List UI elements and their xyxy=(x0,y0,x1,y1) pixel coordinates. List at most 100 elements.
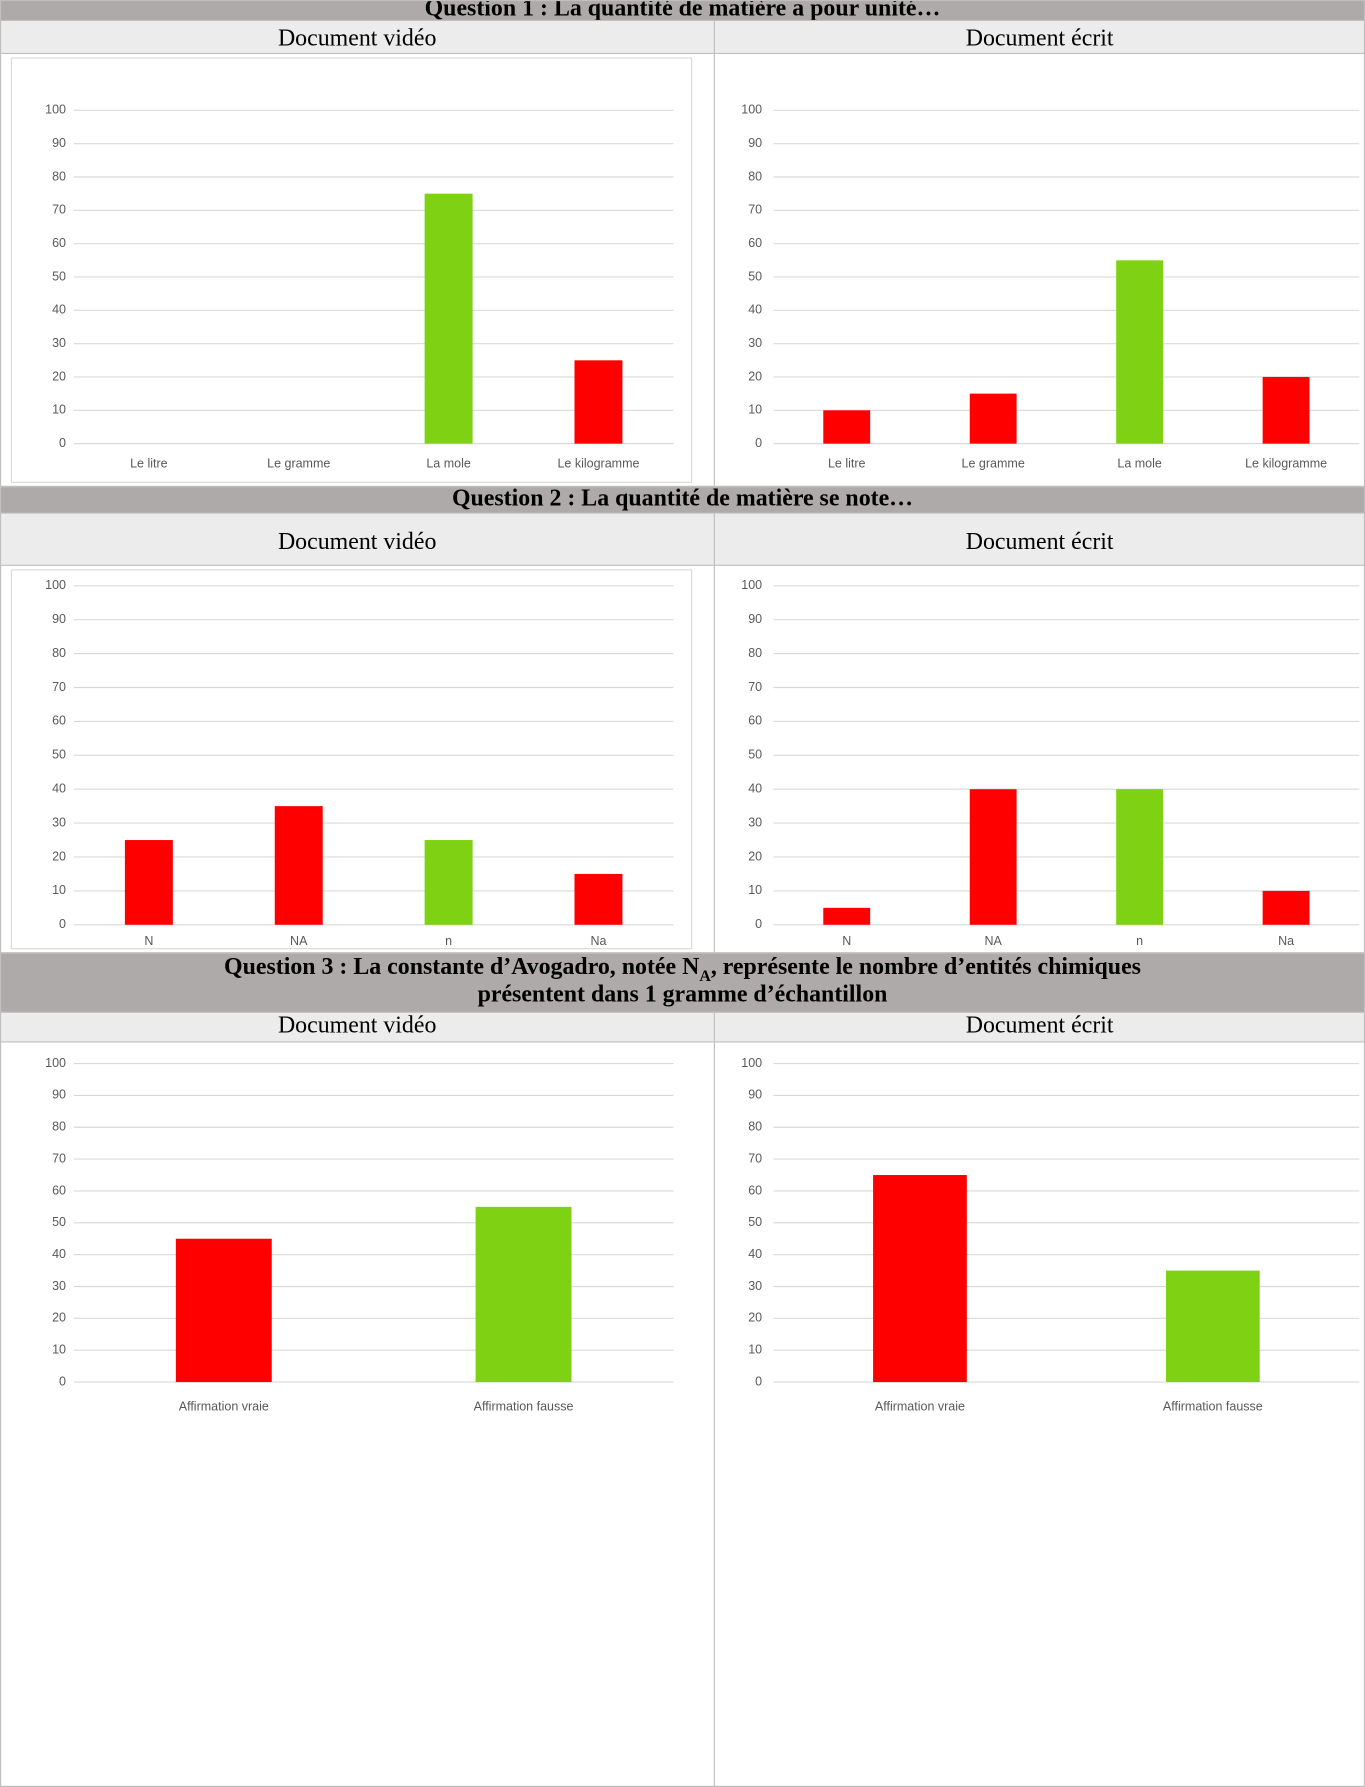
bar xyxy=(1165,1270,1260,1383)
bar xyxy=(574,360,623,444)
y-tick-label: 40 xyxy=(748,303,762,317)
y-tick-label: 10 xyxy=(748,1343,762,1357)
y-tick-label: 30 xyxy=(52,336,66,350)
x-tick-label: Affirmation fausse xyxy=(1163,1399,1263,1413)
y-tick-label: 70 xyxy=(748,203,762,217)
title-run: Question 1 : La quantité de matière a po… xyxy=(425,0,941,22)
y-tick-label: 100 xyxy=(741,103,762,117)
x-tick-label: La mole xyxy=(426,456,471,470)
bar xyxy=(873,1175,967,1383)
y-tick-label: 10 xyxy=(52,883,66,897)
chart-frame xyxy=(10,57,693,483)
title-run: , représente le nombre d’entités chimiqu… xyxy=(711,955,1141,981)
y-tick-label: 100 xyxy=(45,103,66,117)
y-tick-label: 20 xyxy=(52,369,66,383)
y-tick-label: 100 xyxy=(45,1056,66,1070)
y-tick-label: 70 xyxy=(52,1151,66,1165)
y-tick-label: 70 xyxy=(748,680,762,694)
x-tick-label: Le litre xyxy=(130,456,168,470)
section-title: Question 1 : La quantité de matière a po… xyxy=(425,0,941,22)
y-tick-label: 40 xyxy=(52,781,66,795)
column-header: Document vidéo xyxy=(278,25,437,51)
x-tick-label: n xyxy=(1136,934,1143,948)
bar xyxy=(574,873,623,925)
x-tick-label: Na xyxy=(590,934,606,948)
y-tick-label: 40 xyxy=(52,1247,66,1261)
y-tick-label: 10 xyxy=(52,1343,66,1357)
y-tick-label: 40 xyxy=(748,781,762,795)
bar xyxy=(124,840,173,925)
y-tick-label: 60 xyxy=(748,714,762,728)
column-header: Document écrit xyxy=(966,25,1114,51)
bar xyxy=(175,1238,272,1383)
y-tick-label: 50 xyxy=(52,269,66,283)
bar xyxy=(274,806,323,925)
y-tick-label: 80 xyxy=(52,169,66,183)
y-tick-label: 50 xyxy=(748,748,762,762)
y-tick-label: 0 xyxy=(59,1374,66,1388)
bar xyxy=(475,1206,572,1383)
y-tick-label: 60 xyxy=(748,236,762,250)
x-tick-label: Le gramme xyxy=(267,456,330,470)
y-tick-label: 100 xyxy=(741,1056,762,1070)
y-tick-label: 20 xyxy=(52,1311,66,1325)
y-tick-label: 80 xyxy=(748,646,762,660)
y-tick-label: 30 xyxy=(748,336,762,350)
column-header: Document vidéo xyxy=(278,1013,437,1039)
y-tick-label: 0 xyxy=(755,917,762,931)
chart-frame xyxy=(10,569,693,950)
y-tick-label: 20 xyxy=(748,1311,762,1325)
x-tick-label: n xyxy=(445,934,452,948)
bar xyxy=(969,789,1017,925)
y-tick-label: 100 xyxy=(45,578,66,592)
bar xyxy=(969,393,1017,444)
y-tick-label: 20 xyxy=(52,849,66,863)
y-tick-label: 30 xyxy=(748,815,762,829)
section-title: Question 3 : La constante d’Avogadro, no… xyxy=(224,955,1141,986)
y-tick-label: 90 xyxy=(748,1088,762,1102)
x-tick-label: NA xyxy=(984,934,1002,948)
y-tick-label: 90 xyxy=(748,136,762,150)
y-tick-label: 90 xyxy=(52,136,66,150)
y-tick-label: 20 xyxy=(748,369,762,383)
x-tick-label: Affirmation vraie xyxy=(875,1399,965,1413)
bar xyxy=(1116,789,1164,925)
bar xyxy=(1116,260,1164,444)
column-header: Document écrit xyxy=(966,529,1114,555)
title-run: Question 2 : La quantité de matière se n… xyxy=(452,486,913,512)
x-tick-label: NA xyxy=(290,934,308,948)
bar xyxy=(1262,376,1310,444)
bar xyxy=(823,907,871,925)
bar xyxy=(823,410,871,444)
column-header-band xyxy=(0,513,1365,566)
y-tick-label: 90 xyxy=(52,612,66,626)
y-tick-label: 70 xyxy=(52,680,66,694)
title-run: présentent dans 1 gramme d’échantillon xyxy=(478,982,888,1008)
x-tick-label: Affirmation vraie xyxy=(179,1399,269,1413)
y-tick-label: 80 xyxy=(52,1120,66,1134)
y-tick-label: 60 xyxy=(748,1183,762,1197)
x-tick-label: N xyxy=(842,934,851,948)
y-tick-label: 70 xyxy=(748,1151,762,1165)
y-tick-label: 0 xyxy=(59,917,66,931)
y-tick-label: 90 xyxy=(52,1088,66,1102)
y-tick-label: 50 xyxy=(748,269,762,283)
y-tick-label: 80 xyxy=(52,646,66,660)
x-tick-label: Le litre xyxy=(828,456,866,470)
y-tick-label: 70 xyxy=(52,203,66,217)
title-run: Question 3 : La constante d’Avogadro, no… xyxy=(224,955,699,981)
y-tick-label: 50 xyxy=(52,1215,66,1229)
column-header-band xyxy=(0,20,1365,54)
y-tick-label: 50 xyxy=(52,748,66,762)
y-tick-label: 40 xyxy=(748,1247,762,1261)
y-tick-label: 30 xyxy=(748,1279,762,1293)
x-tick-label: N xyxy=(144,934,153,948)
x-tick-label: Le kilogramme xyxy=(557,456,639,470)
section-title: Question 2 : La quantité de matière se n… xyxy=(452,486,913,512)
bar xyxy=(424,193,473,444)
y-tick-label: 10 xyxy=(748,403,762,417)
y-tick-label: 60 xyxy=(52,1183,66,1197)
x-tick-label: Le gramme xyxy=(962,456,1025,470)
